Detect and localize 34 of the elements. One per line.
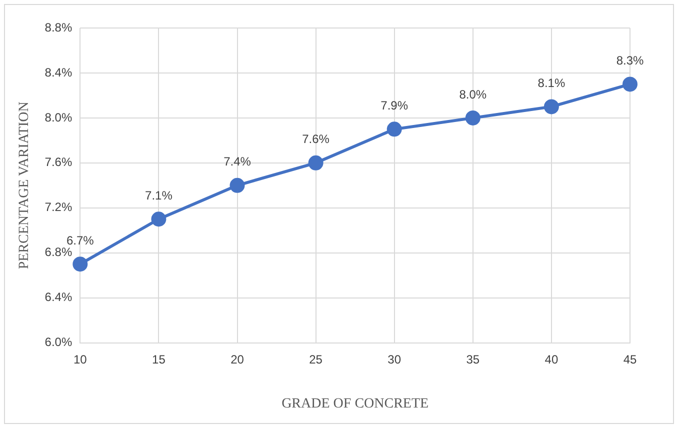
data-label: 7.1% <box>145 188 173 202</box>
x-tick-label: 30 <box>388 352 402 366</box>
x-tick-label: 10 <box>73 352 88 366</box>
y-tick-label: 8.4% <box>44 65 72 80</box>
x-tick-label: 25 <box>309 352 323 366</box>
point <box>72 256 88 272</box>
point <box>465 110 480 126</box>
y-tick-label: 8.8% <box>44 20 72 34</box>
y-tick-label: 6.8% <box>44 245 72 260</box>
data-label: 7.6% <box>302 132 330 146</box>
data-label: 6.7% <box>66 233 94 248</box>
data-label: 7.9% <box>380 98 408 112</box>
data-label: 8.0% <box>459 87 487 102</box>
x-tick-label: 20 <box>230 352 244 366</box>
y-tick-label: 7.2% <box>44 200 72 214</box>
point <box>544 99 559 114</box>
y-tick-label: 6.0% <box>44 335 72 350</box>
y-tick-label: 6.4% <box>44 290 72 304</box>
point <box>622 76 638 92</box>
data-label: 8.3% <box>616 54 644 68</box>
point <box>386 122 402 137</box>
data-label: 7.4% <box>224 154 252 169</box>
x-tick-label: 35 <box>466 352 480 366</box>
x-tick-label: 45 <box>623 352 637 366</box>
y-axis-title: PERCENTAGE VARIATION <box>17 102 32 270</box>
y-tick-label: 7.6% <box>44 155 72 170</box>
x-tick-label: 40 <box>544 352 558 366</box>
x-tick-label: 15 <box>152 352 166 366</box>
data-label: 8.1% <box>538 76 566 90</box>
y-tick-label: 8.0% <box>44 110 72 124</box>
point <box>230 178 245 193</box>
x-axis-title: GRADE OF CONCRETE <box>282 396 429 412</box>
point <box>151 212 166 227</box>
point <box>308 155 324 170</box>
